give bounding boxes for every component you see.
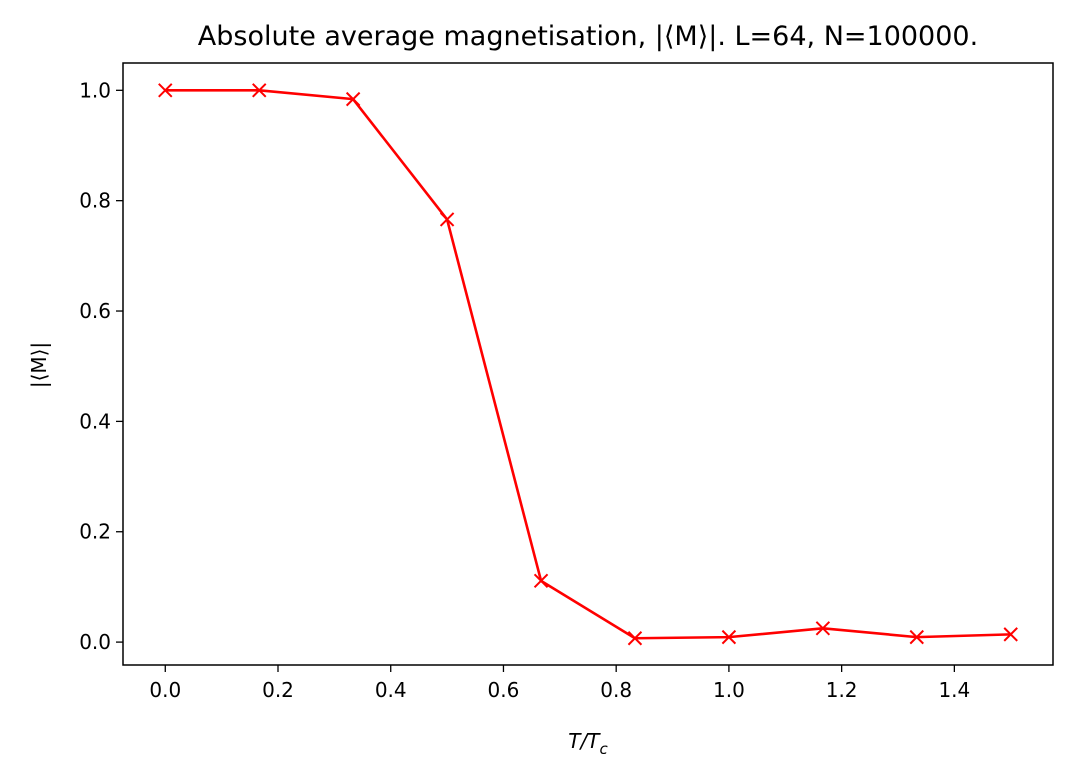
y-tick-label: 0.6 — [79, 299, 111, 323]
x-tick-label: 0.6 — [488, 678, 520, 702]
y-tick-label: 1.0 — [79, 78, 111, 102]
y-tick-label: 0.2 — [79, 520, 111, 544]
x-tick-label: 1.0 — [713, 678, 745, 702]
x-tick-label: 1.4 — [938, 678, 970, 702]
data-point-marker — [1003, 627, 1018, 642]
y-axis-label: |⟨M⟩| — [27, 342, 51, 388]
x-tick-label: 0.8 — [600, 678, 632, 702]
x-tick-label: 0.4 — [375, 678, 407, 702]
axes-frame — [122, 62, 1054, 666]
x-tick-label: 0.0 — [149, 678, 181, 702]
x-tick-label: 1.2 — [826, 678, 858, 702]
data-point-marker — [439, 212, 455, 227]
chart-title: Absolute average magnetisation, |⟨M⟩|. L… — [198, 21, 978, 52]
data-point-marker — [252, 83, 267, 98]
data-point-marker — [533, 573, 549, 589]
data-point-marker — [627, 631, 643, 646]
x-axis-label: T/Tc — [568, 729, 608, 758]
x-axis-label-main: T/T — [568, 729, 601, 753]
y-tick-label: 0.8 — [79, 189, 111, 213]
y-tick-label: 0.0 — [79, 630, 111, 654]
data-point-marker — [345, 91, 361, 107]
y-tick-label: 0.4 — [79, 409, 111, 433]
series-line — [165, 89, 1011, 640]
data-point-marker — [909, 629, 924, 645]
x-axis-label-subscript: c — [599, 740, 608, 758]
data-point-marker — [721, 629, 737, 645]
x-tick-label: 0.2 — [262, 678, 294, 702]
data-point-marker — [815, 621, 831, 636]
plot-area: 0.0 0.2 0.4 0.6 0.8 1.0 1.2 1.4 0.0 0.2 0.4 0.6 0.8 1… — [79, 62, 1054, 702]
data-point-marker — [158, 83, 173, 98]
